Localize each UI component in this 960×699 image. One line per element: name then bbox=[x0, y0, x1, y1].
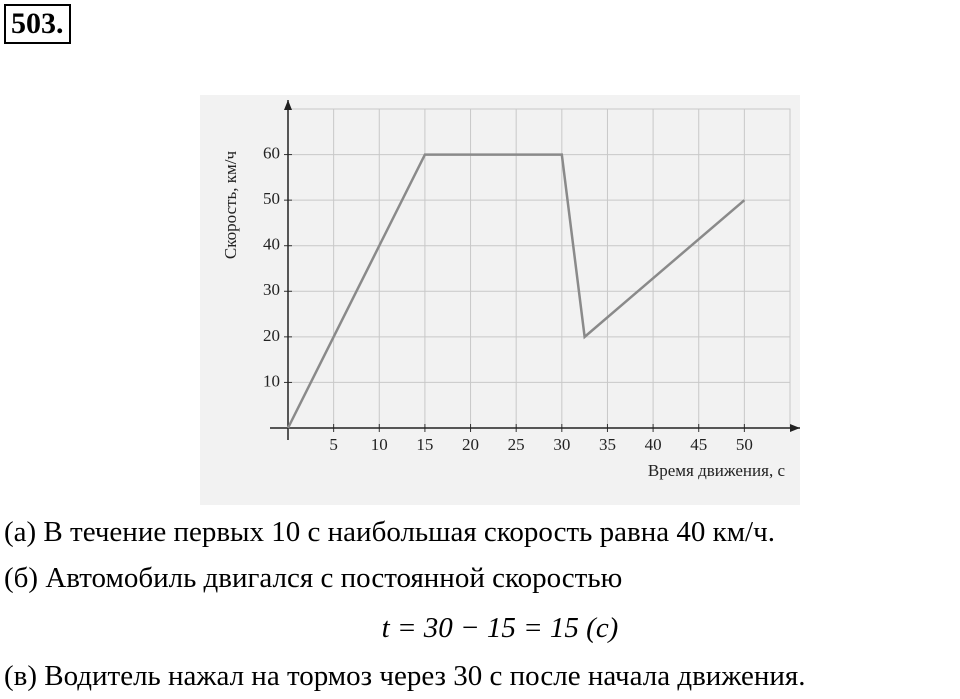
x-axis-label: Время движения, с bbox=[648, 461, 786, 480]
x-tick-label: 5 bbox=[329, 435, 338, 454]
answer-b: (б) Автомобиль двигался с постоянной ско… bbox=[4, 562, 623, 594]
x-tick-label: 10 bbox=[371, 435, 388, 454]
y-tick-label: 60 bbox=[263, 143, 280, 162]
x-tick-label: 15 bbox=[416, 435, 433, 454]
x-tick-label: 30 bbox=[553, 435, 570, 454]
y-tick-label: 30 bbox=[263, 280, 280, 299]
formula: t = 30 − 15 = 15 (c) bbox=[381, 612, 619, 644]
y-tick-label: 20 bbox=[263, 326, 280, 345]
y-axis-label: Скорость, км/ч bbox=[221, 150, 240, 259]
answer-a: (а) В течение первых 10 с наибольшая ско… bbox=[4, 516, 775, 548]
chart-background bbox=[200, 95, 800, 505]
y-tick-label: 40 bbox=[263, 235, 280, 254]
x-tick-label: 20 bbox=[462, 435, 479, 454]
x-tick-label: 40 bbox=[645, 435, 662, 454]
problem-number: 503. bbox=[4, 4, 71, 44]
x-tick-label: 35 bbox=[599, 435, 616, 454]
y-tick-label: 50 bbox=[263, 189, 280, 208]
x-tick-label: 25 bbox=[508, 435, 525, 454]
chart: Скорость, км/ч Время движения, с 5 10 15 20… bbox=[200, 95, 800, 505]
y-axis-arrow bbox=[284, 100, 292, 110]
answer-c: (в) Водитель нажал на тормоз через 30 с … bbox=[4, 660, 806, 692]
x-tick-label: 50 bbox=[736, 435, 753, 454]
x-tick-label: 45 bbox=[690, 435, 707, 454]
y-tick-label: 10 bbox=[263, 371, 280, 390]
x-axis-arrow bbox=[790, 424, 800, 432]
data-line bbox=[286, 153, 746, 429]
